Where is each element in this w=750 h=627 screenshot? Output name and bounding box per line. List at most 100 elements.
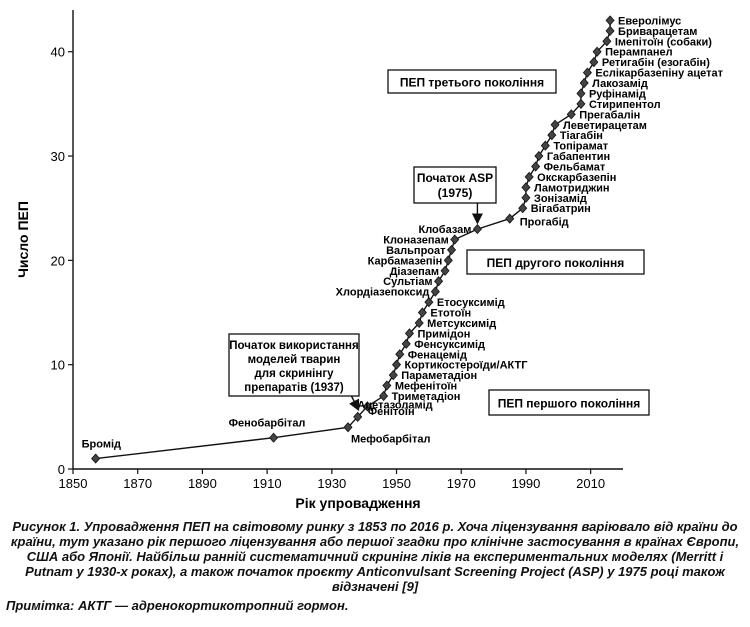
y-tick-label: 10 [51, 358, 65, 373]
data-label: Ретигабін (езогабін) [602, 57, 710, 69]
data-point [550, 119, 560, 130]
data-point [362, 401, 372, 412]
x-tick-label: 1910 [253, 476, 282, 491]
generation-box [466, 249, 645, 275]
figure-note: Примітка: АКТГ — адренокортикотропний го… [6, 598, 349, 613]
data-point [582, 67, 592, 78]
data-point [505, 213, 515, 224]
data-label: Тіагабін [560, 130, 603, 142]
data-label: Фенітоїн [368, 406, 415, 418]
data-label: Прегабалін [579, 109, 640, 121]
data-point [518, 203, 528, 214]
data-point [353, 411, 363, 422]
data-point [443, 255, 453, 266]
generation-label: ПЕП першого покоління [498, 397, 641, 411]
data-point [579, 77, 589, 89]
data-label: Бромід [82, 439, 121, 451]
data-point [269, 432, 279, 443]
data-point [605, 25, 615, 36]
data-label: Фенсуксимід [414, 339, 485, 351]
generation-box [387, 69, 557, 94]
data-point [382, 380, 392, 391]
animal-model-callout-text: Початок використання [229, 340, 358, 352]
data-point [602, 36, 612, 47]
data-label: Перампанел [605, 47, 673, 59]
generation-box [488, 389, 650, 416]
data-label: Ацетазоламід [357, 399, 432, 411]
x-tick-label: 1950 [382, 476, 411, 491]
animal-model-arrow [349, 395, 360, 412]
data-label: Діазепам [390, 266, 439, 278]
x-tick-label: 1890 [188, 476, 217, 491]
x-tick-label: 1930 [317, 476, 346, 491]
data-label: Зонізамід [534, 193, 587, 205]
x-tick-label: 1870 [123, 476, 152, 491]
data-label: Еверолімус [618, 15, 681, 27]
asp-callout-box [413, 166, 497, 204]
line-chart: 1850 1870 1890 1910 1930 1950 1970 1990 2010 0 10 2… [15, 10, 724, 511]
y-tick-label: 30 [51, 149, 65, 164]
data-point [576, 88, 586, 99]
data-label: Фельбамат [544, 161, 606, 173]
animal-model-callout-text: моделей тварин [248, 354, 341, 366]
data-point [91, 453, 101, 464]
x-tick-label: 1990 [511, 476, 540, 491]
figure-caption: Рисунок 1. Упровадження ПЕП на світовому… [10, 519, 740, 594]
x-tick-label: 1850 [59, 476, 88, 491]
data-point [391, 359, 402, 370]
animal-model-callout-text: препаратів (1937) [244, 382, 344, 394]
data-point [450, 234, 460, 245]
data-label: Окскарбазепін [537, 172, 616, 184]
data-label: Метсуксимід [427, 318, 496, 330]
data-label: Прогабід [520, 217, 569, 229]
data-point [414, 317, 424, 329]
data-point [446, 244, 457, 256]
data-point [404, 328, 415, 339]
data-label: Еслікарбазепіну ацетат [595, 68, 723, 80]
data-label: Клобазам [419, 224, 472, 236]
y-tick-label: 0 [58, 462, 65, 477]
data-label: Мефобарбітал [351, 433, 430, 445]
data-label: Етосуксимід [437, 297, 505, 309]
data-label: Габапентин [547, 151, 610, 163]
data-point [395, 349, 405, 360]
data-point [521, 192, 531, 203]
asp-callout-text: (1975) [438, 186, 473, 200]
y-tick-label: 40 [51, 45, 65, 60]
data-label: Мефенітоїн [395, 381, 457, 393]
animal-model-callout-text: для скринінгу [254, 368, 334, 380]
data-label: Імепітоїн (собаки) [615, 36, 712, 48]
data-point [401, 338, 411, 349]
data-point [388, 370, 398, 381]
x-tick-label: 1970 [447, 476, 476, 491]
data-point [605, 15, 615, 26]
data-label: Фенобарбітал [229, 418, 306, 430]
x-tick-label: 2010 [576, 476, 605, 491]
data-point [576, 98, 586, 109]
animal-model-callout-box [228, 333, 360, 397]
data-point [472, 223, 482, 235]
generation-label: ПЕП другого покоління [487, 256, 625, 270]
data-point [440, 265, 450, 276]
data-label: Бриварацетам [618, 26, 697, 38]
data-point [424, 296, 434, 308]
data-point [379, 390, 389, 402]
data-point [417, 307, 427, 318]
data-point [430, 286, 440, 297]
asp-callout-text: Початок ASP [417, 171, 493, 185]
data-label: Сультіам [383, 276, 432, 288]
data-label: Клоназепам [383, 235, 449, 247]
x-axis-label: Рік упровадження [295, 495, 420, 511]
data-label: Фенацемід [408, 349, 467, 361]
data-point [521, 182, 531, 193]
data-point [434, 276, 444, 287]
data-point [540, 140, 550, 151]
data-point [343, 422, 353, 433]
data-label: Лакозамід [592, 78, 648, 90]
data-label: Карбамазепін [368, 255, 443, 267]
y-tick-label: 20 [51, 253, 65, 268]
data-point [592, 46, 602, 57]
data-label: Руфінамід [589, 88, 646, 100]
data-point [589, 57, 599, 68]
data-label: Вальпроат [386, 245, 446, 257]
